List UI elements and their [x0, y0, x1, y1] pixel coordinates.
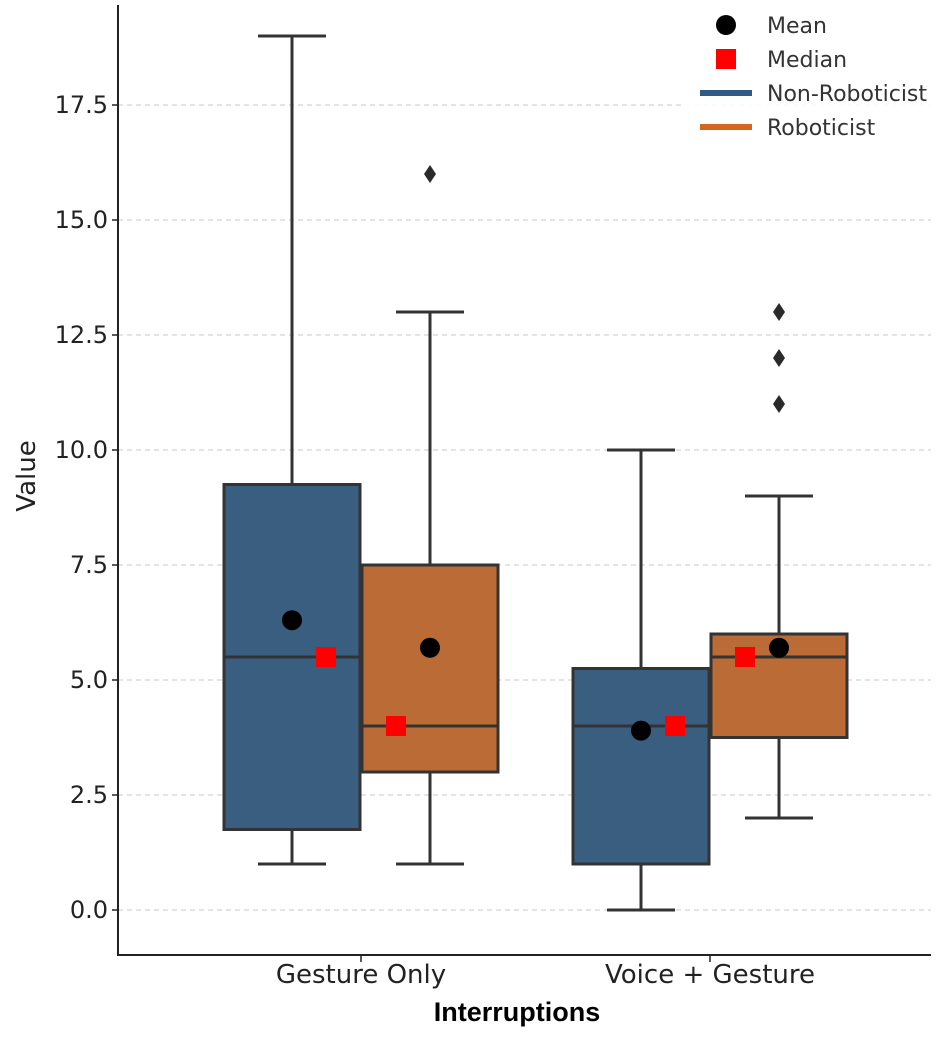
box-non-roboticist-1 [571, 448, 711, 912]
legend-item-median: Median [716, 48, 847, 73]
y-axis-title: Value [12, 440, 42, 511]
y-tick-label: 7.5 [70, 551, 108, 579]
y-tick-label: 2.5 [70, 781, 108, 809]
y-tick-label: 17.5 [55, 91, 108, 119]
x-ticks: Gesture Only Voice + Gesture [276, 955, 815, 990]
legend-median-swatch [716, 49, 736, 69]
median-marker [735, 647, 755, 667]
legend-label: Median [767, 48, 847, 73]
x-tick-label: Gesture Only [276, 960, 446, 990]
legend: Mean Median Non-Roboticist Roboticist [684, 8, 936, 142]
iqr-box [571, 667, 711, 866]
legend-label: Mean [767, 14, 827, 39]
legend-label: Roboticist [767, 116, 876, 141]
box-roboticist-0 [360, 165, 500, 866]
median-marker [665, 716, 685, 736]
markers [282, 610, 789, 741]
legend-item-non-roboticist: Non-Roboticist [700, 82, 927, 107]
y-tick-label: 10.0 [55, 436, 108, 464]
outlier-point [773, 395, 785, 413]
y-tick-label: 5.0 [70, 666, 108, 694]
x-tick-label: Voice + Gesture [605, 960, 815, 990]
legend-item-mean: Mean [716, 14, 827, 39]
axes [117, 5, 931, 956]
outlier-point [424, 165, 436, 183]
y-tick-label: 15.0 [55, 206, 108, 234]
mean-marker [282, 610, 302, 631]
boxes [222, 34, 849, 912]
legend-mean-swatch [716, 15, 736, 35]
outlier-point [773, 303, 785, 321]
outlier-point [773, 349, 785, 367]
legend-label: Non-Roboticist [767, 82, 927, 107]
y-ticks: 0.0 2.5 5.0 7.5 10.0 12.5 15.0 17.5 [55, 91, 118, 924]
box-non-roboticist-0 [222, 34, 362, 866]
box-roboticist-1 [709, 303, 849, 820]
median-marker [386, 716, 406, 736]
x-axis-title: Interruptions [434, 997, 601, 1027]
mean-marker [631, 720, 651, 741]
y-tick-label: 0.0 [70, 896, 108, 924]
mean-marker [769, 637, 789, 658]
y-tick-label: 12.5 [55, 321, 108, 349]
iqr-box [360, 563, 500, 774]
median-marker [316, 647, 336, 667]
mean-marker [420, 637, 440, 658]
legend-item-roboticist: Roboticist [700, 116, 876, 141]
